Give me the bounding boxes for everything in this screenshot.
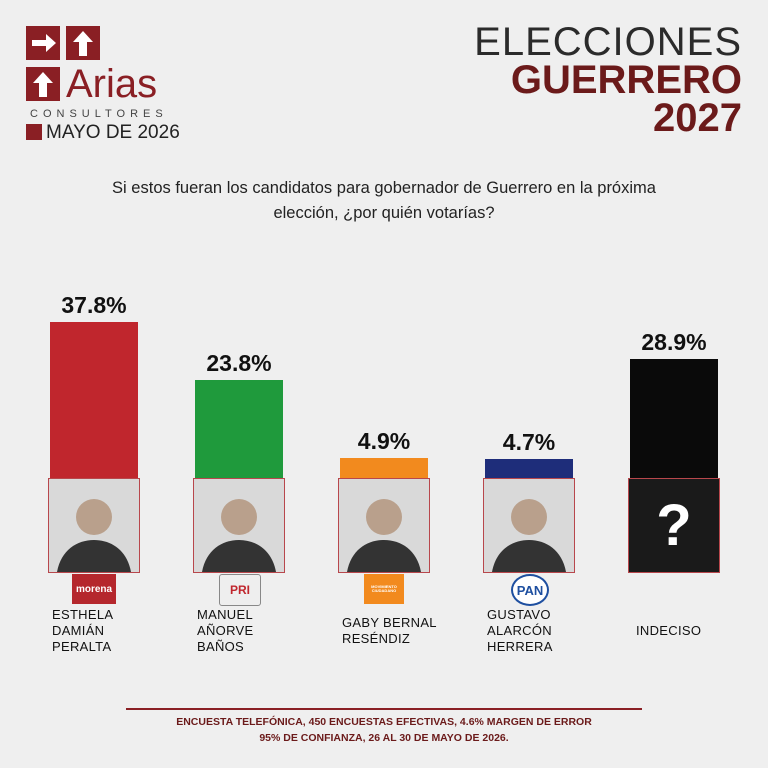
candidate-photo xyxy=(48,478,140,573)
portrait xyxy=(57,499,131,572)
bar xyxy=(340,457,428,478)
bar xyxy=(50,321,138,478)
value-label: 4.7% xyxy=(502,428,556,455)
candidate-name: GABY BERNAL RESÉNDIZ xyxy=(342,614,437,646)
footer-rule xyxy=(126,708,642,710)
party-logo: PRI xyxy=(219,574,261,606)
candidate-column: 4.9% MOVIMIENTO CIUDADANO GABY BERNAL RESÉ… xyxy=(338,0,436,700)
chart: 37.8% morena ESTHELA DAMIÁN PERALTA 23.8% PR… xyxy=(48,0,720,700)
footer-line: 95% DE CONFIANZA, 26 AL 30 DE MAYO DE 20… xyxy=(259,732,509,744)
candidate-photo xyxy=(338,478,430,573)
logo-icon xyxy=(66,26,100,60)
portrait xyxy=(492,499,566,572)
candidate-name: GUSTAVO ALARCÓN HERRERA xyxy=(487,606,553,655)
logo-name: Arias xyxy=(66,62,158,106)
undecided-mark: ? xyxy=(656,493,692,558)
logo-subtitle: CONSULTORES xyxy=(30,108,168,120)
bar xyxy=(195,379,283,478)
candidate-column: 23.8% PRI MANUEL AÑORVE BAÑOS xyxy=(193,0,285,700)
portrait xyxy=(202,499,276,572)
value-label: 4.9% xyxy=(357,427,411,454)
candidate-column: 4.7% PAN GUSTAVO ALARCÓN HERRERA xyxy=(483,0,575,700)
footer-line: ENCUESTA TELEFÓNICA, 450 ENCUESTAS EFECT… xyxy=(176,716,592,728)
candidate-photo xyxy=(193,478,285,573)
logo-icon xyxy=(26,67,60,101)
candidate-photo xyxy=(483,478,575,573)
header-line: 2027 xyxy=(653,96,742,140)
header-line: ELECCIONES xyxy=(474,20,742,64)
value-label: 28.9% xyxy=(641,328,707,355)
value-label: 23.8% xyxy=(206,349,272,376)
value-label: 37.8% xyxy=(61,291,127,318)
bar xyxy=(630,358,718,478)
candidate-name: ESTHELA DAMIÁN PERALTA xyxy=(52,606,113,655)
candidate-column: 28.9%? INDECISO xyxy=(628,0,720,700)
party-logo: PAN xyxy=(511,574,549,606)
candidate-photo: ? xyxy=(628,478,720,573)
bar xyxy=(485,458,573,478)
party-logo: morena xyxy=(72,574,116,604)
candidate-column: 37.8% morena ESTHELA DAMIÁN PERALTA xyxy=(48,0,140,700)
candidate-name: MANUEL AÑORVE BAÑOS xyxy=(197,606,254,655)
portrait xyxy=(347,499,421,572)
logo-icon xyxy=(26,26,60,60)
date: MAYO DE 2026 xyxy=(46,122,180,143)
party-logo: MOVIMIENTO CIUDADANO xyxy=(364,574,404,604)
date-marker xyxy=(26,124,42,140)
chart-title: Si estos fueran los candidatos para gobe… xyxy=(112,179,656,222)
candidate-name: INDECISO xyxy=(636,622,702,638)
header-line: GUERRERO xyxy=(510,58,742,102)
